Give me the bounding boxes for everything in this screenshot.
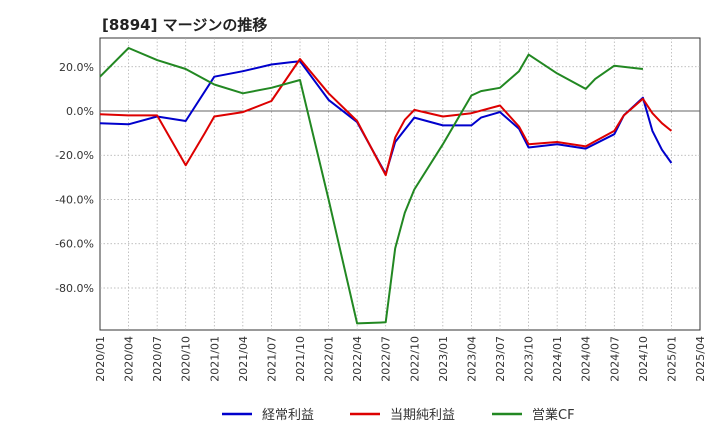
x-tick-label: 2020/07 <box>151 336 164 382</box>
plot-frame <box>99 37 701 331</box>
x-tick-label: 2024/04 <box>580 336 593 382</box>
x-tick-label: 2020/04 <box>123 336 136 382</box>
x-tick-label: 2021/07 <box>265 336 278 382</box>
legend-label: 営業CF <box>532 407 575 423</box>
x-tick-label: 2021/01 <box>208 336 221 382</box>
y-tick-label: 20.0% <box>59 61 94 74</box>
chart-title: [8894] マージンの推移 <box>102 16 268 34</box>
y-tick-label: 0.0% <box>66 105 94 118</box>
x-tick-label: 2023/10 <box>523 336 536 382</box>
x-tick-label: 2023/04 <box>465 336 478 382</box>
y-tick-label: -80.0% <box>55 282 94 295</box>
x-tick-label: 2022/04 <box>351 336 364 382</box>
x-tick-label: 2024/07 <box>608 336 621 382</box>
x-tick-label: 2023/07 <box>494 336 507 382</box>
x-tick-label: 2023/01 <box>437 336 450 382</box>
x-tick-label: 2022/01 <box>323 336 336 382</box>
x-tick-label: 2020/01 <box>94 336 107 382</box>
x-tick-label: 2021/10 <box>294 336 307 382</box>
y-tick-label: -40.0% <box>55 193 94 206</box>
y-tick-label: -60.0% <box>55 238 94 251</box>
legend-label: 経常利益 <box>262 408 314 423</box>
series-line-当期純利益 <box>99 58 673 177</box>
x-tick-label: 2025/01 <box>665 336 678 382</box>
x-tick-label: 2024/10 <box>637 336 650 382</box>
x-tick-label: 2024/01 <box>551 336 564 382</box>
x-tick-label: 2022/10 <box>408 336 421 382</box>
y-tick-label: -20.0% <box>55 149 94 162</box>
x-tick-label: 2022/07 <box>380 336 393 382</box>
x-tick-label: 2020/10 <box>180 336 193 382</box>
x-tick-label: 2021/04 <box>237 336 250 382</box>
x-tick-label: 2025/04 <box>694 336 707 382</box>
legend-label: 当期純利益 <box>390 408 455 423</box>
series-line-営業CF <box>99 47 644 325</box>
